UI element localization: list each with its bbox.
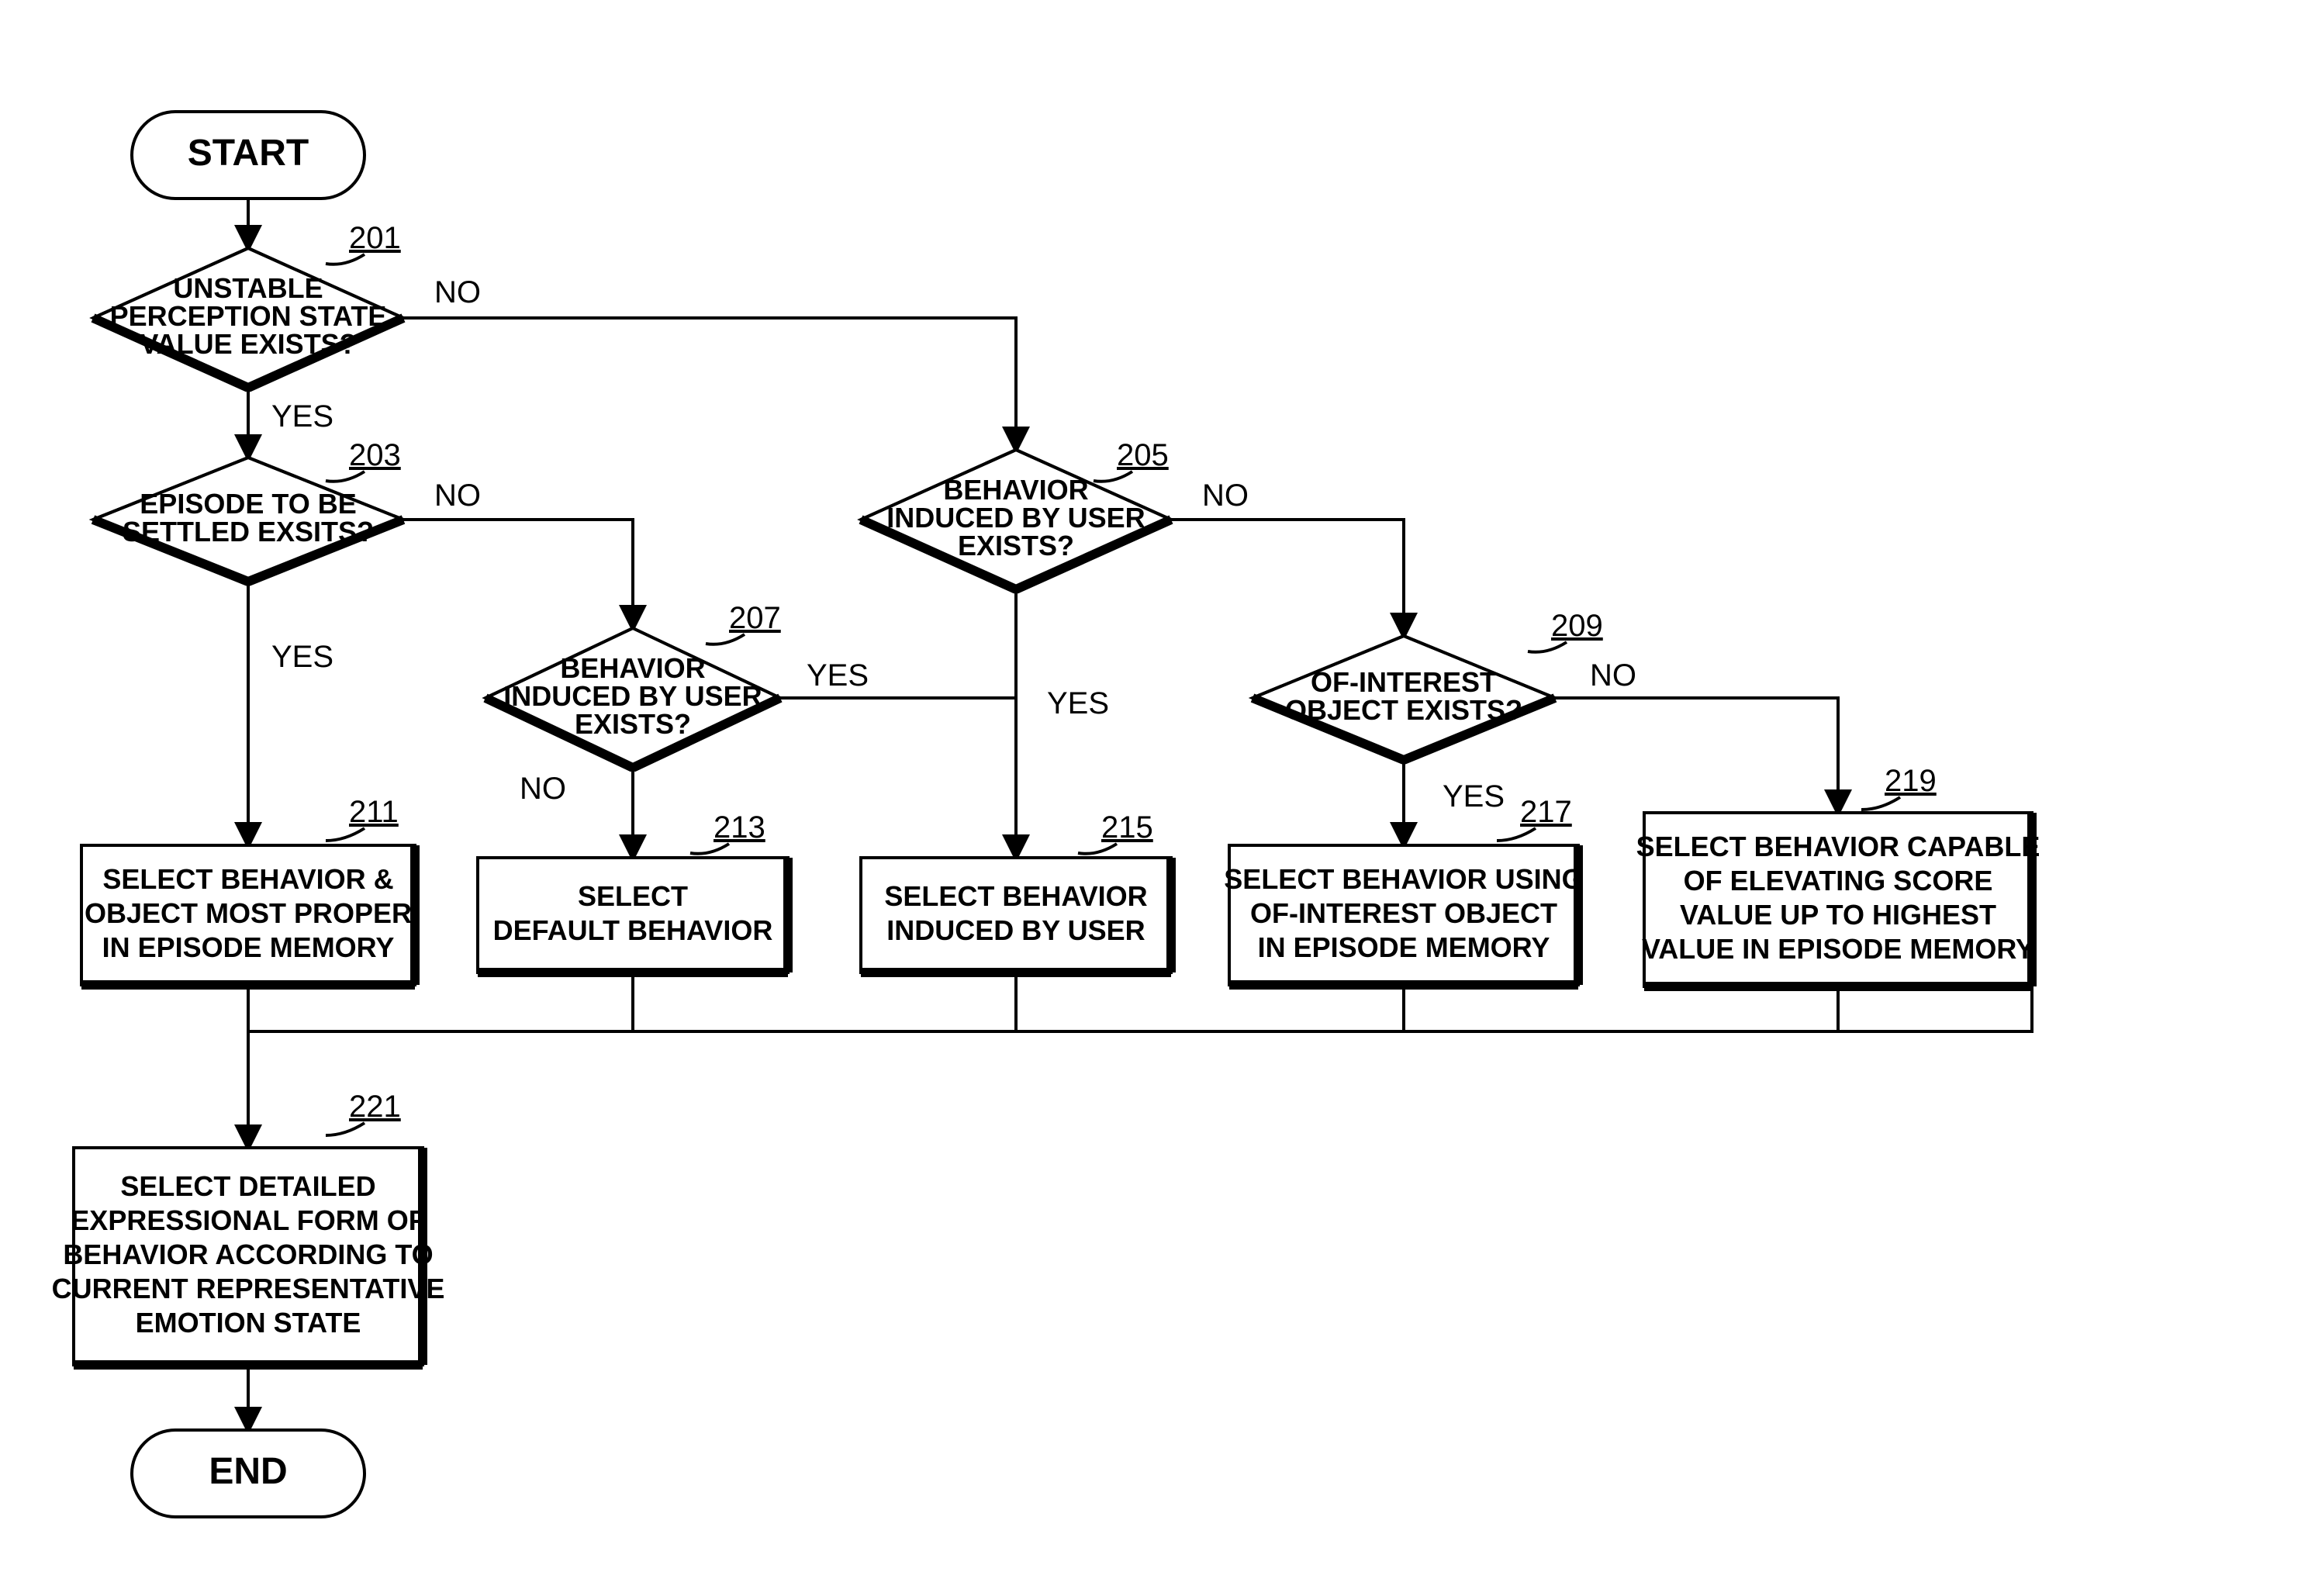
ref-r213: 213 xyxy=(690,810,765,854)
ref-r219-text: 219 xyxy=(1885,764,1937,798)
process-p217: SELECT BEHAVIOR USINGOF-INTEREST OBJECTI… xyxy=(1224,845,1583,985)
decision-d209-text: OF-INTERESTOBJECT EXISTS? xyxy=(1285,666,1522,726)
ref-r203-text: 203 xyxy=(349,438,401,472)
process-p221: SELECT DETAILEDEXPRESSIONAL FORM OFBEHAV… xyxy=(52,1148,445,1365)
process-p215: SELECT BEHAVIORINDUCED BY USER xyxy=(861,858,1171,972)
decision-d201: UNSTABLEPERCEPTION STATEVALUE EXISTS? xyxy=(93,248,403,388)
flowchart-canvas: START END UNSTABLEPERCEPTION STATEVALUE EX… xyxy=(0,0,2322,1596)
start-label: START xyxy=(188,133,309,174)
ref-r209-text: 209 xyxy=(1551,609,1603,643)
decision-d209: OF-INTERESTOBJECT EXISTS? xyxy=(1253,636,1555,760)
ref-r217-text: 217 xyxy=(1520,795,1572,829)
ref-r205-tick xyxy=(1094,472,1132,482)
process-p211-text: SELECT BEHAVIOR &OBJECT MOST PROPERIN EP… xyxy=(85,863,412,963)
edge-label-e205_no: NO xyxy=(1202,478,1249,513)
ref-r215-text: 215 xyxy=(1101,810,1153,845)
ref-r221-tick xyxy=(326,1123,365,1135)
ref-r211-text: 211 xyxy=(349,795,399,829)
edge-209_no_to_219 xyxy=(1554,698,1838,813)
ref-r217: 217 xyxy=(1497,795,1572,841)
end-label: END xyxy=(209,1451,287,1492)
edge-label-e203_yes: YES xyxy=(271,640,333,674)
ref-r219-tick xyxy=(1861,797,1900,810)
end-terminal: END xyxy=(132,1430,365,1517)
edge-201_no_to_205 xyxy=(403,318,1016,450)
edge-label-e201_no: NO xyxy=(434,275,481,309)
decision-d201-text: UNSTABLEPERCEPTION STATEVALUE EXISTS? xyxy=(110,272,387,360)
edge-205_no_to_209 xyxy=(1171,520,1404,636)
edge-203_no_to_207 xyxy=(403,520,633,628)
edge-label-e209_yes: YES xyxy=(1443,779,1505,814)
ref-r211: 211 xyxy=(326,795,399,841)
ref-r205-text: 205 xyxy=(1117,438,1169,472)
ref-r219: 219 xyxy=(1861,764,1937,810)
ref-r221: 221 xyxy=(326,1090,401,1135)
decision-d203-text: EPISODE TO BESETTLED EXSITS? xyxy=(123,488,374,548)
process-p217-text: SELECT BEHAVIOR USINGOF-INTEREST OBJECTI… xyxy=(1224,863,1583,963)
edge-label-e209_no: NO xyxy=(1590,658,1636,693)
edge-label-e203_no: NO xyxy=(434,478,481,513)
ref-r209-tick xyxy=(1528,642,1567,652)
decision-d207: BEHAVIORINDUCED BY USEREXISTS? xyxy=(485,628,780,768)
ref-r207-text: 207 xyxy=(729,601,781,635)
start-terminal: START xyxy=(132,112,365,199)
ref-r213-text: 213 xyxy=(714,810,765,845)
ref-r215-tick xyxy=(1078,844,1117,854)
ref-r201: 201 xyxy=(326,221,401,264)
process-p219: SELECT BEHAVIOR CAPABLEOF ELEVATING SCOR… xyxy=(1636,813,2040,986)
edge-label-e205_yes: YES xyxy=(1047,686,1109,720)
edge-label-e201_yes: YES xyxy=(271,399,333,434)
ref-r215: 215 xyxy=(1078,810,1153,854)
ref-r207: 207 xyxy=(706,601,781,644)
ref-r211-tick xyxy=(326,828,365,841)
ref-r205: 205 xyxy=(1094,438,1169,482)
ref-r221-text: 221 xyxy=(349,1090,401,1124)
ref-r201-tick xyxy=(326,254,365,264)
ref-r203-tick xyxy=(326,472,365,482)
ref-r213-tick xyxy=(690,844,729,854)
ref-r203: 203 xyxy=(326,438,401,482)
edge-label-e207_no: NO xyxy=(520,772,566,806)
process-p213: SELECTDEFAULT BEHAVIOR xyxy=(478,858,788,972)
ref-r217-tick xyxy=(1497,828,1536,841)
process-p211: SELECT BEHAVIOR &OBJECT MOST PROPERIN EP… xyxy=(81,845,415,985)
ref-r201-text: 201 xyxy=(349,221,401,255)
edge-label-e207_yes: YES xyxy=(807,658,869,693)
ref-r209: 209 xyxy=(1528,609,1603,652)
ref-r207-tick xyxy=(706,634,745,644)
